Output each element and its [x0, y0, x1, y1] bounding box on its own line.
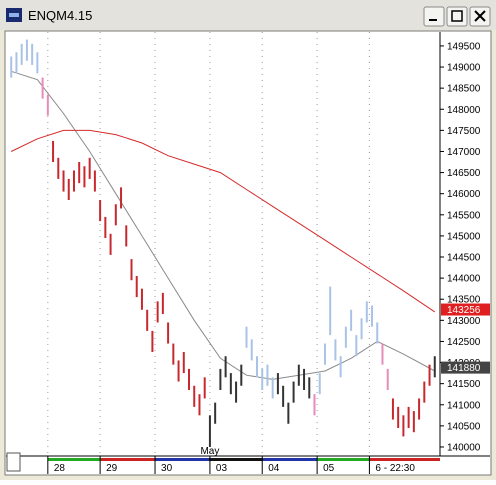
- price-label-box: [441, 361, 490, 374]
- scroll-box[interactable]: [6, 452, 21, 472]
- x-tick-label: 28: [54, 463, 66, 474]
- session-strip: [209, 458, 263, 461]
- y-tick-label: 147000: [447, 147, 481, 158]
- maximize-box[interactable]: [446, 6, 468, 27]
- session-strip: [155, 458, 209, 461]
- minimize-box[interactable]: [423, 6, 445, 27]
- plot-area: [6, 32, 440, 456]
- y-tick-label: 144000: [447, 274, 481, 285]
- minimize-button[interactable]: [423, 6, 445, 27]
- price-label-box: [441, 303, 490, 316]
- x-tick-label: 04: [268, 463, 280, 474]
- price-label: 143256: [447, 305, 481, 316]
- x-tick-label: 6 - 22:30: [375, 463, 415, 474]
- y-tick-label: 146500: [447, 168, 481, 179]
- session-strip: [101, 458, 155, 461]
- y-tick-label: 146000: [447, 189, 481, 200]
- y-tick-label: 148500: [447, 84, 481, 95]
- y-tick-label: 143500: [447, 295, 481, 306]
- session-strip: [370, 458, 440, 461]
- y-tick-label: 145500: [447, 210, 481, 221]
- x-tick-label: 03: [216, 463, 228, 474]
- app-icon-glyph: [9, 13, 19, 17]
- y-tick-label: 149000: [447, 63, 481, 74]
- x-tick-label: 30: [161, 463, 173, 474]
- y-tick-label: 144500: [447, 253, 481, 264]
- x-tick-label: 05: [323, 463, 335, 474]
- y-tick-label: 145000: [447, 231, 481, 242]
- y-tick-label: 140000: [447, 442, 481, 453]
- close-button[interactable]: [469, 6, 491, 27]
- moving-average: [11, 70, 436, 380]
- session-strip: [48, 458, 101, 461]
- moving-average: [10, 129, 436, 313]
- session-strip: [317, 458, 370, 461]
- close-glyph: [474, 10, 486, 22]
- y-tick-label: 141500: [447, 379, 481, 390]
- y-tick-label: 143000: [447, 316, 481, 327]
- title-bar: [0, 0, 496, 30]
- maximize-glyph: [451, 10, 463, 22]
- y-tick-label: 149500: [447, 41, 481, 52]
- annotation: May: [200, 446, 219, 457]
- window-title: ENQM4.15: [28, 8, 92, 23]
- y-tick-label: 148000: [447, 105, 481, 116]
- minimize-glyph: [429, 19, 437, 21]
- y-tick-label: 147500: [447, 126, 481, 137]
- session-strip: [263, 458, 317, 461]
- time-axis: [20, 458, 440, 474]
- y-tick-label: 141000: [447, 400, 481, 411]
- maximize-button[interactable]: [446, 6, 468, 27]
- y-tick-label: 142500: [447, 337, 481, 348]
- price-label: 141880: [447, 363, 481, 374]
- x-tick-label: 29: [106, 463, 118, 474]
- y-tick-label: 140500: [447, 421, 481, 432]
